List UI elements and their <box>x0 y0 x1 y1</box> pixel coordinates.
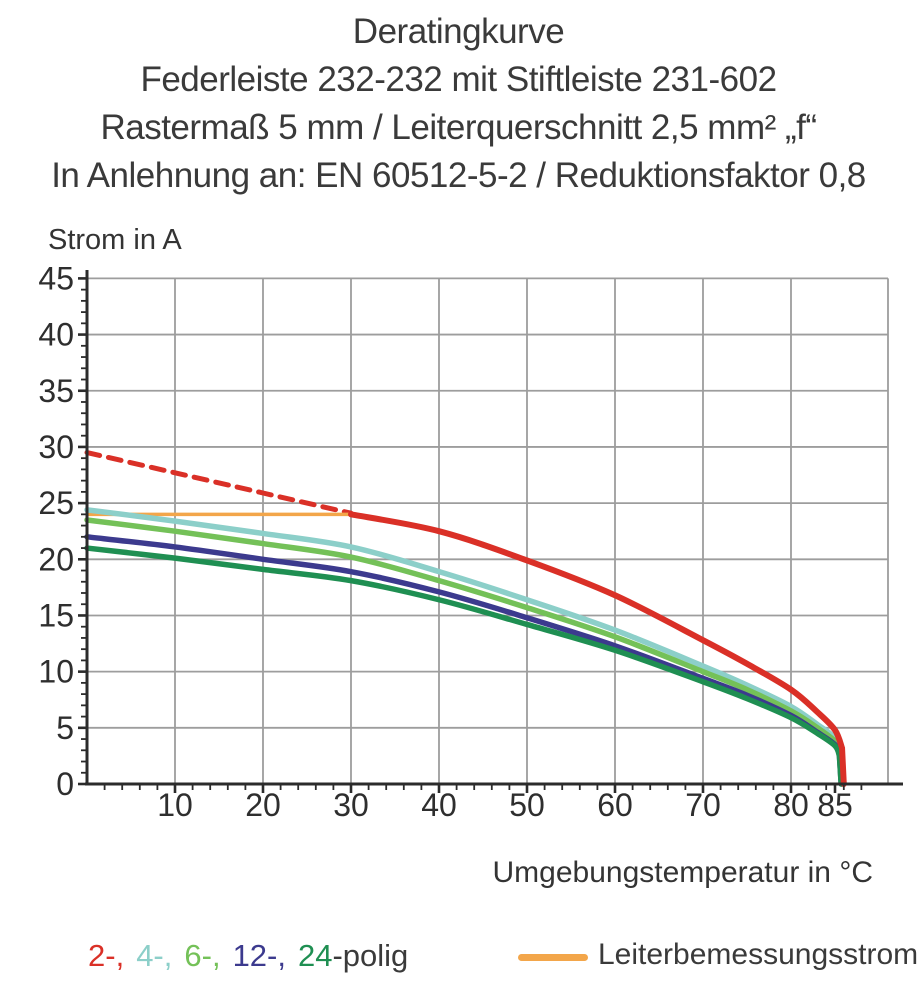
x-tick-label: 40 <box>421 787 457 823</box>
title-line-1: Deratingkurve <box>352 12 565 51</box>
x-tick-label: 30 <box>333 787 369 823</box>
y-tick-label: 20 <box>38 541 74 577</box>
series-3-curve <box>84 517 845 787</box>
x-tick-label: 60 <box>597 787 633 823</box>
y-tick-label: 5 <box>56 710 74 746</box>
y-axis-title: Strom in A <box>48 224 182 256</box>
legend-pole-4: 4-, <box>136 938 173 973</box>
title-line-2: Federleiste 232-232 mit Stiftleiste 231-… <box>140 60 777 99</box>
y-tick-label: 30 <box>38 429 74 465</box>
series-5-curve <box>84 545 844 787</box>
x-tick-label: 70 <box>685 787 721 823</box>
y-tick-label: 10 <box>38 654 74 690</box>
y-tick-label: 0 <box>56 766 74 802</box>
series-0-curve <box>84 450 354 516</box>
series-2-curve <box>84 507 845 787</box>
x-tick-label: 20 <box>245 787 281 823</box>
title-line-3: Rastermaß 5 mm / Leiterquerschnitt 2,5 m… <box>100 108 817 147</box>
y-tick-label: 40 <box>38 317 74 353</box>
x-tick-label: 85 <box>817 787 853 823</box>
y-tick-label: 35 <box>38 373 74 409</box>
title-line-4: In Anlehnung an: EN 60512-5-2 / Reduktio… <box>51 156 866 195</box>
x-axis-title: Umgebungstemperatur in °C <box>492 856 873 889</box>
legend-row: 2-, 4-, 6-, 12-, 24-polig Leiterbemessungsst… <box>0 938 917 984</box>
legend-poles: 2-, 4-, 6-, 12-, 24-polig <box>88 938 408 974</box>
legend-poles-suffix: -polig <box>332 938 409 973</box>
series-6-curve <box>348 511 847 787</box>
legend-pole-12: 12-, <box>232 938 286 973</box>
x-tick-label: 80 <box>773 787 809 823</box>
x-tick-label: 10 <box>157 787 193 823</box>
legend-pole-2: 2-, <box>88 938 125 973</box>
y-tick-label: 15 <box>38 597 74 633</box>
y-tick-label: 25 <box>38 485 74 521</box>
series-4-curve <box>84 534 844 787</box>
legend-pole-24: 24 <box>297 938 333 973</box>
derating-chart: 10 20 30 40 50 60 70 80 85 0 5 10 15 20 25 30 35 40 45 <box>38 260 903 823</box>
x-tick-label: 50 <box>509 787 545 823</box>
y-tick-label: 45 <box>38 260 74 296</box>
legend-pole-6: 6-, <box>184 938 221 973</box>
chart-title-block: Deratingkurve Federleiste 232-232 mit St… <box>0 8 917 200</box>
rated-current-label: Leiterbemessungsstrom <box>598 938 917 971</box>
rated-current-line-swatch <box>518 954 588 961</box>
